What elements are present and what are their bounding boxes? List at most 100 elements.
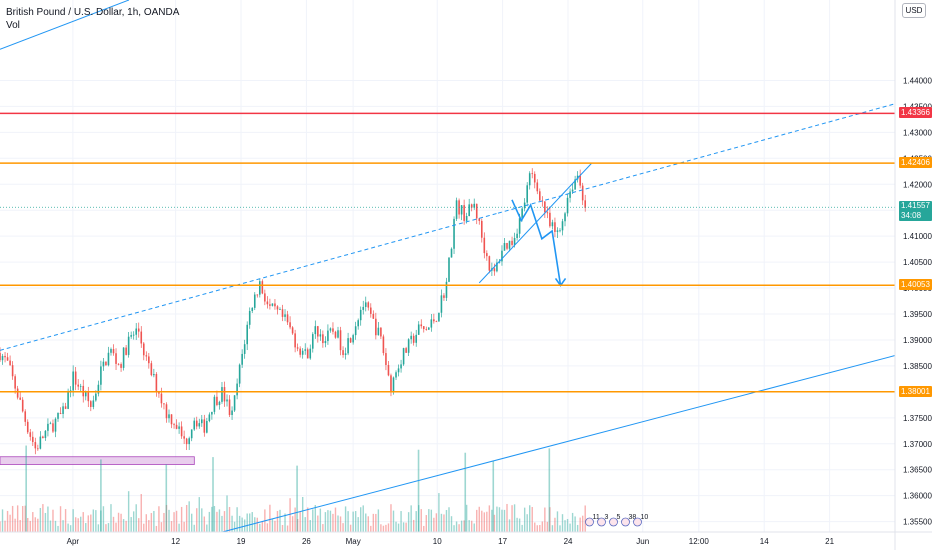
- candle-body: [193, 420, 196, 430]
- candle-body: [286, 314, 289, 323]
- trend-line-dashed: [0, 212, 499, 351]
- candle-body: [211, 411, 213, 415]
- candle-body: [148, 356, 150, 364]
- volume-bar: [508, 519, 511, 532]
- volume-bar: [69, 525, 72, 532]
- volume-bar: [67, 523, 69, 532]
- candle-body: [327, 330, 329, 342]
- grid-lines: [0, 0, 895, 532]
- event-flag-icon: [621, 517, 630, 527]
- event-marker[interactable]: 5: [609, 514, 621, 527]
- volume-bar: [337, 515, 339, 532]
- volume-bar: [526, 514, 528, 532]
- volume-label[interactable]: Vol: [6, 20, 20, 31]
- candle-body: [74, 371, 77, 385]
- event-count-label: 5: [617, 514, 621, 521]
- volume-bar: [64, 509, 67, 532]
- volume-bar: [312, 509, 314, 532]
- volume-bar: [155, 525, 158, 532]
- volume-bar: [440, 513, 443, 532]
- volume-spike: [492, 460, 495, 532]
- candle-body: [561, 221, 564, 231]
- volume-bar: [261, 521, 264, 532]
- volume-bar: [37, 518, 39, 532]
- volume-bar: [438, 493, 440, 532]
- horizontal-levels[interactable]: [0, 112, 895, 393]
- volume-bar: [549, 507, 551, 532]
- candle-body: [400, 364, 402, 369]
- volume-bar: [226, 495, 228, 532]
- event-marker[interactable]: 3: [597, 514, 609, 527]
- volume-bar: [102, 506, 105, 532]
- event-marker[interactable]: 11: [585, 514, 600, 527]
- candle-body: [541, 200, 544, 202]
- event-marker[interactable]: 38: [621, 514, 637, 527]
- event-markers[interactable]: 11 3 5 38 10: [585, 514, 649, 527]
- volume-bar: [390, 504, 392, 532]
- volume-bar: [483, 512, 486, 532]
- volume-bar: [425, 515, 427, 532]
- volume-bar: [501, 509, 503, 532]
- candle-body: [153, 374, 155, 376]
- volume-bar: [180, 506, 183, 532]
- candle-body: [526, 185, 528, 203]
- volume-bar: [410, 505, 412, 532]
- event-count-label: 10: [641, 514, 649, 521]
- candle-body: [382, 336, 385, 354]
- candle-body: [117, 363, 120, 365]
- volume-bar: [420, 509, 422, 532]
- candle-body: [102, 361, 105, 367]
- volume-bar: [158, 506, 160, 532]
- candle-body: [178, 426, 180, 429]
- volume-bar: [233, 521, 236, 532]
- volume-bar: [423, 525, 425, 532]
- volume-bar: [110, 504, 112, 532]
- candle-body: [301, 350, 304, 355]
- y-tick-label: 1.43500: [903, 102, 932, 111]
- volume-bar: [294, 507, 296, 532]
- volume-bar: [231, 515, 233, 532]
- candle-body: [470, 204, 473, 208]
- volume-bar: [47, 506, 49, 532]
- candle-body: [549, 212, 551, 227]
- volume-bar: [85, 523, 87, 532]
- drawings[interactable]: [0, 0, 896, 533]
- event-count-label: 3: [605, 514, 609, 521]
- volume-bar: [100, 510, 102, 532]
- symbol-title[interactable]: British Pound / U.S. Dollar, 1h, OANDA: [6, 7, 180, 18]
- volume-bar: [14, 518, 16, 532]
- volume-bar: [544, 507, 546, 532]
- candle-body: [428, 327, 430, 330]
- candle-body: [410, 335, 412, 340]
- currency-button[interactable]: USD: [902, 3, 926, 18]
- volume-bar: [327, 510, 329, 532]
- volume-bar: [307, 507, 309, 532]
- candle-body: [347, 338, 349, 354]
- volume-bar: [470, 520, 473, 532]
- volume-bar: [523, 507, 526, 532]
- event-flag-icon: [609, 517, 618, 527]
- candle-body: [203, 419, 206, 433]
- candle-body: [47, 423, 49, 431]
- volume-bar: [433, 517, 435, 532]
- volume-bar: [49, 520, 52, 532]
- event-marker[interactable]: 10: [633, 514, 649, 527]
- candle-body: [425, 329, 428, 330]
- candle-body: [49, 423, 52, 425]
- volume-bar: [453, 525, 455, 532]
- trend-line-top-left: [0, 0, 130, 50]
- volume-bar: [402, 522, 405, 532]
- projection-path: [511, 199, 562, 286]
- volume-bar: [362, 505, 364, 532]
- candle-body: [208, 414, 211, 422]
- volume-bar: [279, 509, 281, 532]
- volume-bar: [39, 507, 42, 532]
- candle-body: [496, 262, 498, 272]
- volume-bar: [412, 519, 415, 532]
- candle-body: [271, 303, 274, 306]
- volume-bar: [488, 505, 491, 532]
- volume-bar: [566, 518, 569, 532]
- volume-bar: [344, 506, 347, 532]
- candle-body: [77, 384, 79, 387]
